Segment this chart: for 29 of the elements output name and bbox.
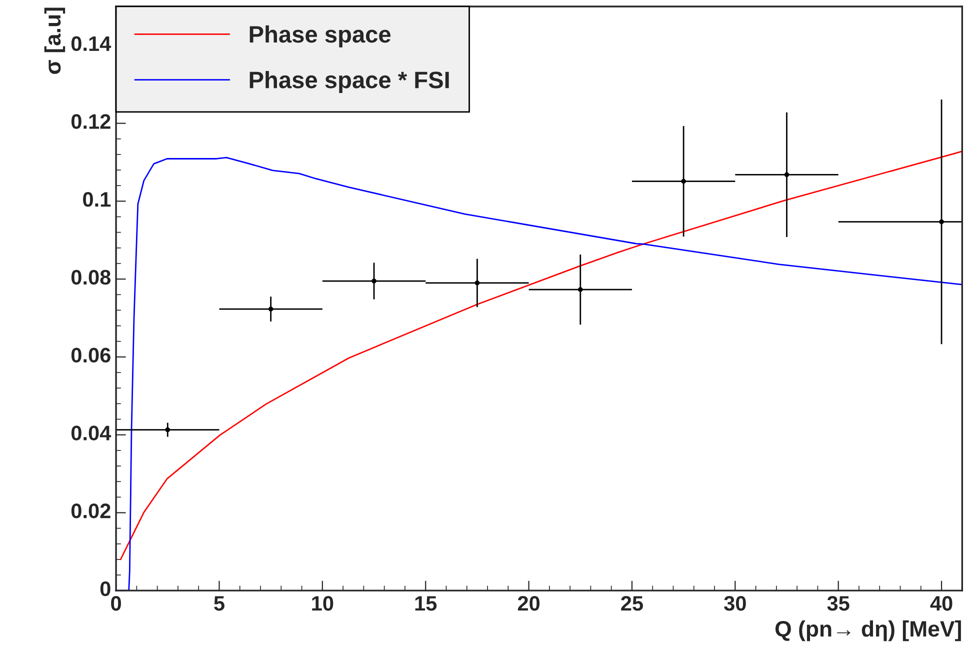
y-tick-label: 0.08 — [71, 270, 111, 285]
point — [681, 178, 686, 184]
x-tick-label: 30 — [724, 596, 746, 611]
legend-label: Phase space — [250, 25, 391, 48]
x-tick-label: 5 — [214, 596, 224, 611]
y-tick-label: 0.06 — [71, 348, 110, 363]
x-tick-label: 25 — [621, 596, 643, 611]
x-tick-label: 20 — [518, 596, 540, 611]
point — [939, 219, 944, 224]
x-tick-label: 40 — [930, 596, 952, 611]
x-tick-label: 35 — [827, 596, 850, 611]
point — [578, 287, 583, 292]
y-tick-label: 0.14 — [71, 36, 112, 52]
x-tick-label: 15 — [415, 596, 437, 611]
point — [784, 172, 790, 178]
y-tick-label: 0.04 — [71, 426, 112, 440]
x-tick-label: 0 — [111, 596, 121, 611]
legend-label: Phase space * FSI — [250, 71, 449, 94]
y-tick-label: 0.1 — [83, 192, 111, 207]
x-axis-title: Q (pn→ dη) [MeV] — [775, 620, 961, 642]
x-tick-label: 10 — [312, 596, 334, 611]
y-tick-label: 0.02 — [71, 504, 110, 518]
y-tick-label: 0 — [100, 581, 110, 596]
point — [268, 306, 274, 312]
y-axis-title: σ [a.u] — [44, 8, 66, 74]
point — [165, 427, 170, 432]
y-tick-label: 0.12 — [71, 114, 110, 129]
point — [372, 278, 376, 284]
point — [474, 280, 480, 286]
